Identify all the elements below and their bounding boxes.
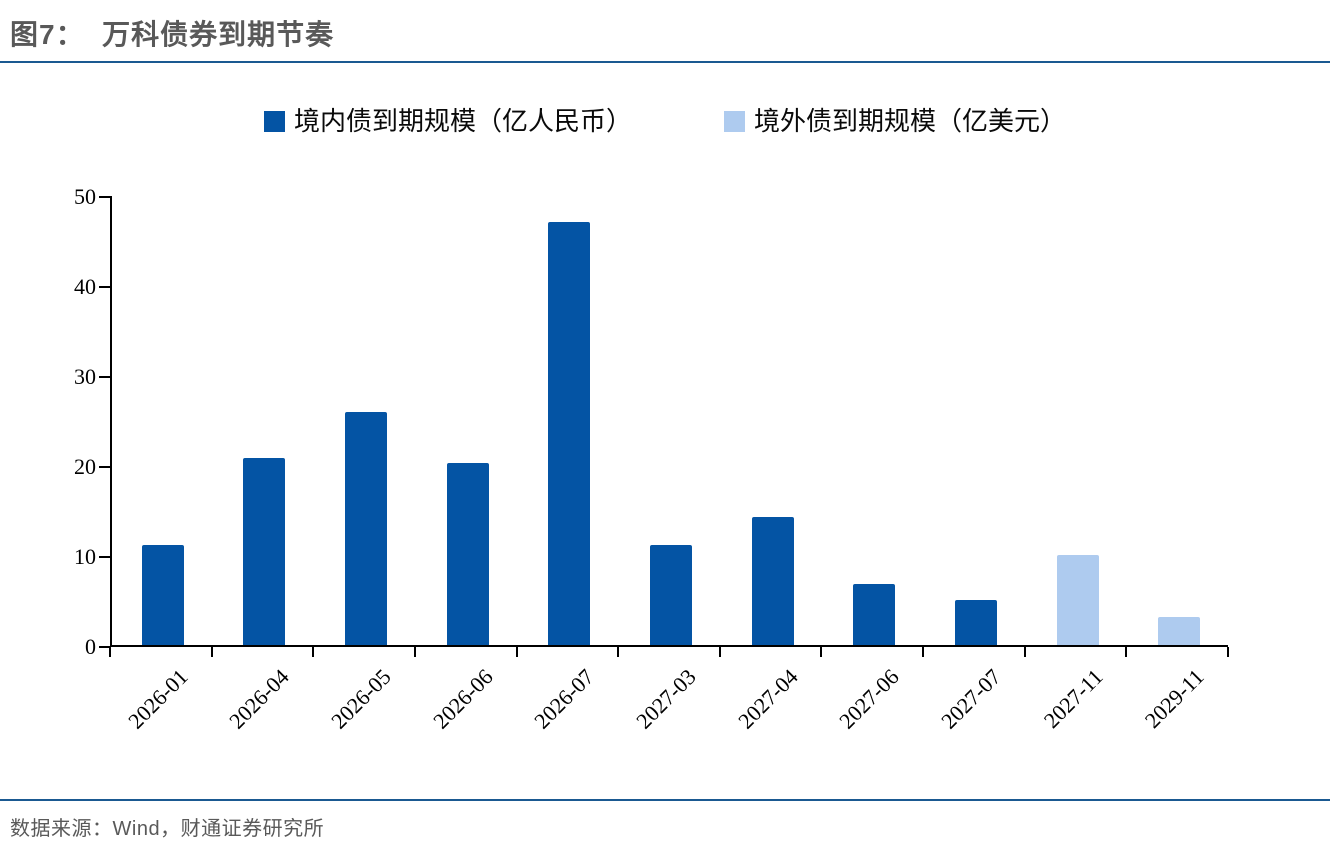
chart-legend: 境内债到期规模（亿人民币） 境外债到期规模（亿美元） — [0, 106, 1330, 137]
y-tick-label: 40 — [74, 274, 96, 299]
bar-2026-07 — [548, 222, 591, 645]
x-tick-mark — [820, 647, 823, 657]
bar-chart: 0 10 20 30 40 50 2026-01 2026-04 2026-05 2026-06 2… — [74, 184, 1229, 734]
legend-item-overseas: 境外债到期规模（亿美元） — [724, 106, 1066, 137]
y-tick-mark — [99, 646, 110, 648]
bar-2026-01 — [141, 545, 184, 645]
legend-swatch-domestic-icon — [263, 111, 285, 133]
y-tick-label: 10 — [74, 544, 96, 569]
data-source: 数据来源：Wind，财通证券研究所 — [10, 818, 325, 840]
bar-2026-06 — [446, 463, 489, 645]
figure-title: 图7： 万科债券到期节奏 — [10, 19, 335, 50]
bar-2026-04 — [243, 457, 286, 645]
bar-2027-07 — [954, 600, 997, 645]
x-tick-mark — [210, 647, 213, 657]
x-tick-mark — [413, 647, 416, 657]
y-tick-label: 30 — [74, 364, 96, 389]
y-tick-mark — [99, 286, 110, 288]
y-tick-label: 0 — [85, 634, 96, 659]
y-tick-label: 50 — [74, 184, 96, 209]
bar-2029-11 — [1158, 617, 1201, 645]
y-tick-mark — [99, 196, 110, 198]
legend-label-overseas: 境外债到期规模（亿美元） — [754, 107, 1067, 136]
x-tick-mark — [1023, 647, 1026, 657]
bar-2027-06 — [853, 583, 896, 645]
plot-area — [110, 196, 1228, 647]
bar-2027-04 — [751, 517, 794, 645]
y-tick-mark — [99, 376, 110, 378]
legend-label-domestic: 境内债到期规模（亿人民币） — [293, 107, 632, 136]
y-tick-label: 20 — [74, 454, 96, 479]
legend-item-domestic: 境内债到期规模（亿人民币） — [263, 106, 632, 137]
x-tick-mark — [617, 647, 620, 657]
x-tick-mark — [109, 647, 111, 657]
bar-2027-11 — [1056, 555, 1099, 645]
y-tick-mark — [99, 466, 110, 468]
bar-2027-03 — [650, 545, 692, 645]
x-tick-mark — [718, 647, 721, 657]
footer-divider — [0, 799, 1330, 801]
y-tick-mark — [99, 556, 110, 558]
x-tick-mark — [1125, 647, 1128, 657]
legend-swatch-overseas-icon — [724, 111, 745, 133]
x-tick-mark — [922, 647, 925, 657]
title-divider — [0, 61, 1330, 63]
bar-2026-05 — [345, 411, 388, 645]
x-tick-mark — [1227, 647, 1229, 657]
x-tick-mark — [312, 647, 315, 657]
x-tick-mark — [515, 647, 518, 657]
